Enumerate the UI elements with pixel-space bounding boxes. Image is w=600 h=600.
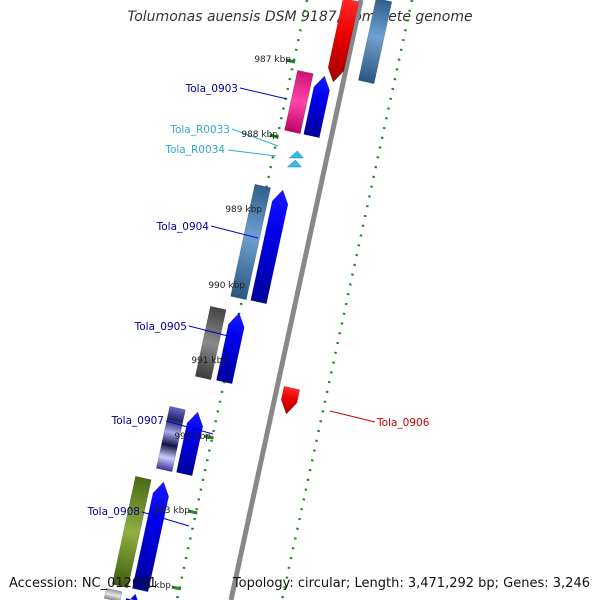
gene-tola-0905-cds[interactable] bbox=[216, 311, 247, 385]
tick-994 bbox=[171, 585, 182, 591]
gene-tola-0908-cds[interactable] bbox=[132, 480, 171, 593]
gene-tola-0909-grey[interactable] bbox=[103, 587, 123, 600]
gene-tola-0904-steel[interactable] bbox=[230, 183, 271, 301]
gene-tola-0905-grey[interactable] bbox=[194, 305, 227, 381]
topology-label: Topology: circular; Length: 3,471,292 bp… bbox=[232, 576, 590, 591]
leader-tola-r0033 bbox=[231, 128, 279, 147]
leader-tola-0904 bbox=[210, 225, 259, 239]
scale-label-992: 992 kbp bbox=[174, 432, 211, 442]
outer-tick-track bbox=[175, 0, 309, 600]
scale-label-994: 4 kbp bbox=[146, 581, 172, 591]
leader-tola-r0034 bbox=[227, 149, 277, 157]
gene-tola-0904-cds[interactable] bbox=[250, 188, 291, 305]
gene-label-tola-0905[interactable]: Tola_0905 bbox=[134, 321, 187, 333]
gene-label-tola-r0034[interactable]: Tola_R0034 bbox=[164, 144, 225, 156]
scale-label-991: 991 kbp bbox=[191, 356, 228, 366]
tick-987 bbox=[285, 58, 296, 64]
tick-988 bbox=[269, 133, 280, 139]
leader-tola-0903 bbox=[239, 87, 288, 100]
gene-tola-0907-striped[interactable] bbox=[156, 405, 186, 473]
gene-label-tola-0907[interactable]: Tola_0907 bbox=[111, 415, 164, 427]
gene-label-tola-0904[interactable]: Tola_0904 bbox=[156, 221, 210, 233]
gene-tola-0903-cds[interactable] bbox=[303, 74, 333, 139]
gene-features bbox=[103, 0, 393, 600]
leader-tola-0906 bbox=[329, 410, 376, 423]
tick-993 bbox=[187, 509, 198, 515]
leader-tola-0907 bbox=[165, 420, 214, 435]
gene-tola-0907-cds[interactable] bbox=[176, 410, 205, 477]
rna-tola-r0033[interactable] bbox=[288, 150, 304, 159]
label-leader-lines bbox=[141, 87, 376, 527]
gene-tola-0906-cds[interactable] bbox=[278, 385, 301, 415]
gene-label-tola-0903[interactable]: Tola_0903 bbox=[185, 83, 238, 95]
scale-label-993: 993 kbp bbox=[153, 506, 190, 516]
scale-label-990: 990 kbp bbox=[208, 281, 245, 291]
scale-label-989: 989 kbp bbox=[225, 205, 262, 215]
scale-label-987: 987 kbp bbox=[254, 55, 291, 65]
gene-tola-0908-olive[interactable] bbox=[111, 475, 152, 589]
inner-tick-track bbox=[280, 0, 414, 600]
gene-label-tola-r0033[interactable]: Tola_R0033 bbox=[169, 124, 230, 136]
rna-tola-r0034[interactable] bbox=[286, 159, 303, 168]
gene-steel-0902[interactable] bbox=[358, 0, 393, 85]
gene-label-tola-0908[interactable]: Tola_0908 bbox=[87, 506, 140, 518]
leader-tola-0908 bbox=[141, 511, 190, 527]
gene-label-tola-0906[interactable]: Tola_0906 bbox=[376, 417, 430, 429]
gene-tola-0903-pink[interactable] bbox=[284, 69, 314, 135]
leader-tola-0905 bbox=[188, 325, 237, 339]
gene-red-0902[interactable] bbox=[325, 0, 360, 84]
gene-tola-0909-cds[interactable] bbox=[124, 592, 143, 600]
accession-label: Accession: NC_012691 bbox=[9, 576, 157, 591]
genome-backbone bbox=[228, 0, 364, 600]
scale-label-988: 988 kbp bbox=[241, 130, 278, 140]
tick-992 bbox=[204, 434, 214, 440]
